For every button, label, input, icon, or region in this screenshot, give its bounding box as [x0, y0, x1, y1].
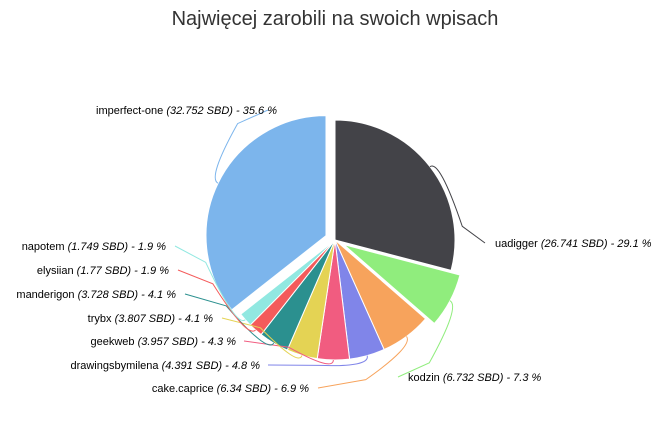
data-label: kodzin (6.732 SBD) - 7.3 % — [408, 372, 542, 384]
connector-line — [174, 245, 246, 322]
connector-line — [184, 293, 275, 346]
connector-line — [177, 269, 256, 332]
data-label: elysiian (1.77 SBD) - 1.9 % — [37, 265, 169, 277]
pie-slice-kodzin[interactable] — [343, 244, 461, 325]
data-label: napotem (1.749 SBD) - 1.9 % — [22, 241, 167, 253]
data-label: manderigon (3.728 SBD) - 4.1 % — [16, 289, 176, 301]
connector-line — [429, 165, 486, 244]
data-label: geekweb (3.957 SBD) - 4.3 % — [90, 336, 236, 348]
data-label: trybx (3.807 SBD) - 4.1 % — [88, 313, 214, 325]
connector-line — [267, 355, 368, 367]
connector-line — [397, 300, 454, 378]
data-label: drawingsbymilena (4.391 SBD) - 4.8 % — [70, 360, 260, 372]
connector-line — [221, 317, 303, 359]
chart-title: Najwięcej zarobili na swoich wpisach — [171, 8, 499, 30]
data-label: cake.caprice (6.34 SBD) - 6.9 % — [152, 383, 309, 395]
connector-line — [243, 340, 334, 365]
data-label: imperfect-one (32.752 SBD) - 35.6 % — [96, 105, 277, 117]
pie-slice-uadigger[interactable] — [334, 119, 456, 272]
connector-line — [317, 336, 408, 389]
data-label: uadigger (26.741 SBD) - 29.1 % — [495, 238, 652, 250]
connector-line — [214, 109, 269, 184]
